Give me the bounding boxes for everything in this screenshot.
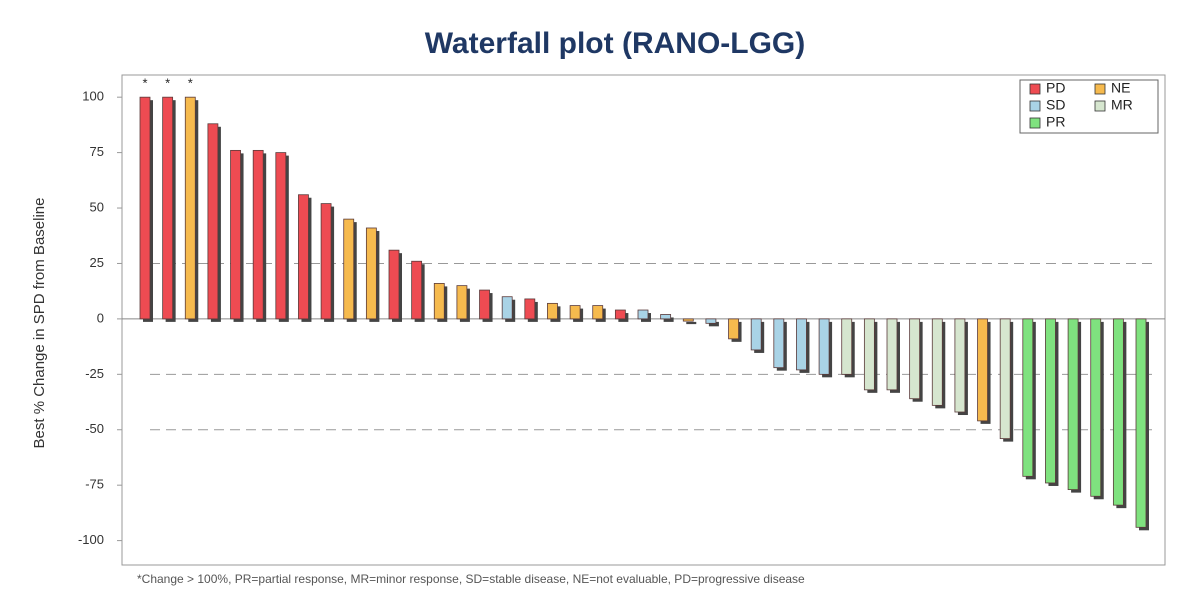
- bar: [1090, 318, 1102, 497]
- bar: [818, 318, 830, 375]
- legend-label: PR: [1046, 114, 1065, 130]
- bar: [162, 96, 174, 320]
- bar: [343, 218, 355, 320]
- bar: [909, 318, 921, 400]
- bar: [365, 227, 377, 320]
- bar: [863, 318, 875, 391]
- y-tick-label: 75: [90, 144, 104, 159]
- bar: [139, 96, 151, 320]
- bar: [977, 318, 988, 422]
- bar: [1045, 318, 1056, 484]
- bar: [569, 305, 581, 320]
- legend-swatch: [1029, 83, 1041, 95]
- bar: [841, 318, 853, 375]
- bar: [1022, 318, 1034, 477]
- legend-label: SD: [1046, 97, 1065, 113]
- legend-swatch: [1094, 83, 1106, 95]
- bar: [547, 302, 558, 320]
- bar: [660, 314, 672, 320]
- legend-label: MR: [1111, 97, 1133, 113]
- bar: [886, 318, 898, 391]
- bar: [524, 298, 536, 320]
- bar: [320, 203, 332, 320]
- legend-swatch: [1094, 100, 1106, 112]
- y-axis-label: Best % Change in SPD from Baseline: [31, 198, 48, 449]
- bar: [433, 283, 445, 320]
- y-tick-label: 25: [90, 255, 104, 270]
- bar: [298, 194, 309, 320]
- bar: [184, 96, 196, 320]
- bar: [479, 289, 490, 320]
- y-tick-label: -50: [85, 421, 104, 436]
- bar: [931, 318, 943, 406]
- bar-shadow: [708, 321, 719, 327]
- bar: [750, 318, 762, 351]
- bar: [411, 260, 423, 320]
- annotation: *: [142, 75, 147, 90]
- bar: [501, 296, 513, 320]
- legend-label: NE: [1111, 80, 1130, 96]
- y-tick-label: 100: [82, 89, 104, 104]
- bar: [207, 123, 219, 320]
- bar: [614, 309, 626, 320]
- bar: [773, 318, 785, 369]
- legend-box: [1019, 79, 1159, 134]
- chart-title: Waterfall plot (RANO-LGG): [425, 27, 806, 60]
- legend-swatch: [1029, 117, 1041, 129]
- bar: [1067, 318, 1079, 491]
- bar: [1135, 318, 1147, 528]
- plot-frame: [121, 74, 1166, 566]
- bar-shadow: [663, 317, 674, 322]
- bar: [388, 249, 400, 320]
- bar: [592, 305, 604, 320]
- bar: [999, 318, 1011, 440]
- bar: [682, 318, 694, 322]
- bar: [252, 149, 264, 320]
- bar: [728, 318, 739, 340]
- footnote: *Change > 100%, PR=partial response, MR=…: [137, 572, 805, 586]
- bar: [954, 318, 966, 413]
- bar: [637, 309, 649, 320]
- bar: [796, 318, 807, 371]
- y-tick-label: -100: [78, 532, 104, 547]
- y-tick-label: 0: [97, 310, 104, 325]
- annotation: *: [188, 75, 193, 90]
- y-tick-label: -75: [85, 477, 104, 492]
- bar: [705, 318, 717, 324]
- legend-label: PD: [1046, 80, 1065, 96]
- y-tick-label: -25: [85, 366, 104, 381]
- bar: [1112, 318, 1124, 506]
- legend-swatch: [1029, 100, 1041, 112]
- bar: [275, 152, 287, 320]
- y-tick-label: 50: [90, 199, 104, 214]
- bar: [456, 285, 468, 320]
- bar: [230, 149, 241, 320]
- bar-shadow: [686, 321, 697, 325]
- annotation: *: [165, 75, 170, 90]
